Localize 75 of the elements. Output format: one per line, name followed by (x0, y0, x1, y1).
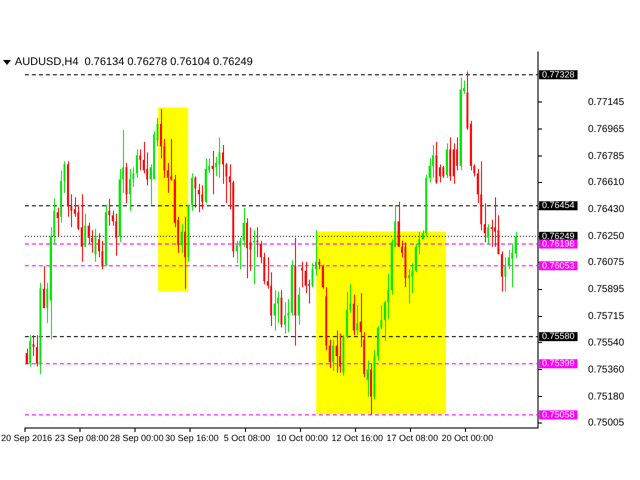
ref-line-label: 0.76053 (542, 260, 575, 270)
y-tick-label: 0.77145 (588, 96, 625, 108)
candlestick (222, 144, 224, 184)
y-tick-label: 0.76430 (588, 204, 625, 216)
x-tick-label: 12 Oct 16:00 (331, 432, 383, 443)
ref-line-label: 0.76249 (542, 230, 575, 241)
candlestick (118, 168, 121, 243)
chart-title: AUDUSD,H4 0.76134 0.76278 0.76104 0.76249 (14, 56, 253, 68)
candlestick (56, 207, 59, 237)
candlestick (318, 258, 320, 270)
ref-line-label: 0.76198 (542, 238, 575, 249)
candlestick (298, 286, 300, 326)
candlestick (301, 261, 304, 288)
candlestick (136, 148, 138, 178)
candlestick (314, 230, 317, 276)
candlestick (84, 213, 86, 248)
x-tick-label: 5 Oct 08:00 (224, 432, 270, 443)
candlestick (236, 240, 238, 264)
y-tick-label: 0.75715 (588, 311, 625, 322)
candlestick (26, 348, 28, 364)
ref-line-label: 0.75399 (542, 358, 575, 368)
candlestick (204, 158, 207, 204)
candlestick (256, 226, 258, 258)
candlestick (194, 176, 196, 208)
x-tick-label: 28 Sep 00:00 (110, 432, 164, 443)
candlestick (284, 302, 286, 334)
candlestick (274, 290, 276, 332)
candlestick (332, 339, 334, 372)
candlestick (212, 150, 214, 195)
x-tick-label: 30 Sep 16:00 (165, 432, 219, 443)
y-tick-label: 0.76610 (588, 177, 625, 188)
x-tick-label: 23 Sep 08:00 (54, 432, 108, 443)
candlestick (311, 262, 314, 288)
y-tick-label: 0.76965 (588, 124, 625, 135)
candlestick (366, 360, 369, 398)
y-tick-label: 0.75005 (588, 418, 625, 429)
candlestick (252, 230, 255, 285)
candlestick (218, 136, 220, 178)
ref-line-label: 0.75580 (542, 331, 575, 342)
x-tick-label: 10 Oct 00:00 (276, 432, 328, 443)
candlestick (128, 168, 131, 212)
ref-line-label: 0.76454 (542, 200, 575, 210)
candlestick (29, 334, 31, 368)
candlestick (398, 201, 400, 248)
candlestick (452, 142, 455, 184)
candlestick (490, 219, 493, 248)
candlestick (32, 334, 34, 357)
candlestick (339, 333, 341, 374)
y-tick-label: 0.75180 (588, 391, 625, 402)
candlestick (88, 222, 90, 244)
candlestick (94, 228, 96, 262)
x-tick-label: 20 Sep 2016 (1, 432, 52, 443)
y-tick-label: 0.76785 (588, 150, 625, 162)
candlestick (432, 144, 434, 178)
candlestick (42, 266, 45, 309)
x-tick-label: 17 Oct 08:00 (386, 432, 438, 443)
candlestick (115, 213, 118, 256)
y-tick-label: 0.75360 (588, 364, 625, 376)
candlestick (487, 224, 490, 244)
y-tick-label: 0.76250 (588, 231, 625, 242)
candlestick (180, 224, 183, 254)
x-tick-label: 20 Oct 00:00 (442, 432, 494, 443)
candlestick (36, 334, 38, 368)
candlestick (215, 156, 217, 177)
candlestick (500, 250, 503, 292)
candlestick (408, 268, 410, 304)
candlestick (304, 261, 307, 294)
y-tick-label: 0.75540 (588, 337, 625, 348)
candlestick (287, 298, 290, 333)
candlestick (460, 76, 462, 171)
y-tick-label: 0.76075 (588, 257, 625, 268)
candlestick (336, 330, 338, 374)
ref-line-label: 0.75058 (542, 409, 575, 420)
y-tick-label: 0.75895 (588, 284, 625, 296)
ref-line-label: 0.77328 (542, 69, 575, 80)
